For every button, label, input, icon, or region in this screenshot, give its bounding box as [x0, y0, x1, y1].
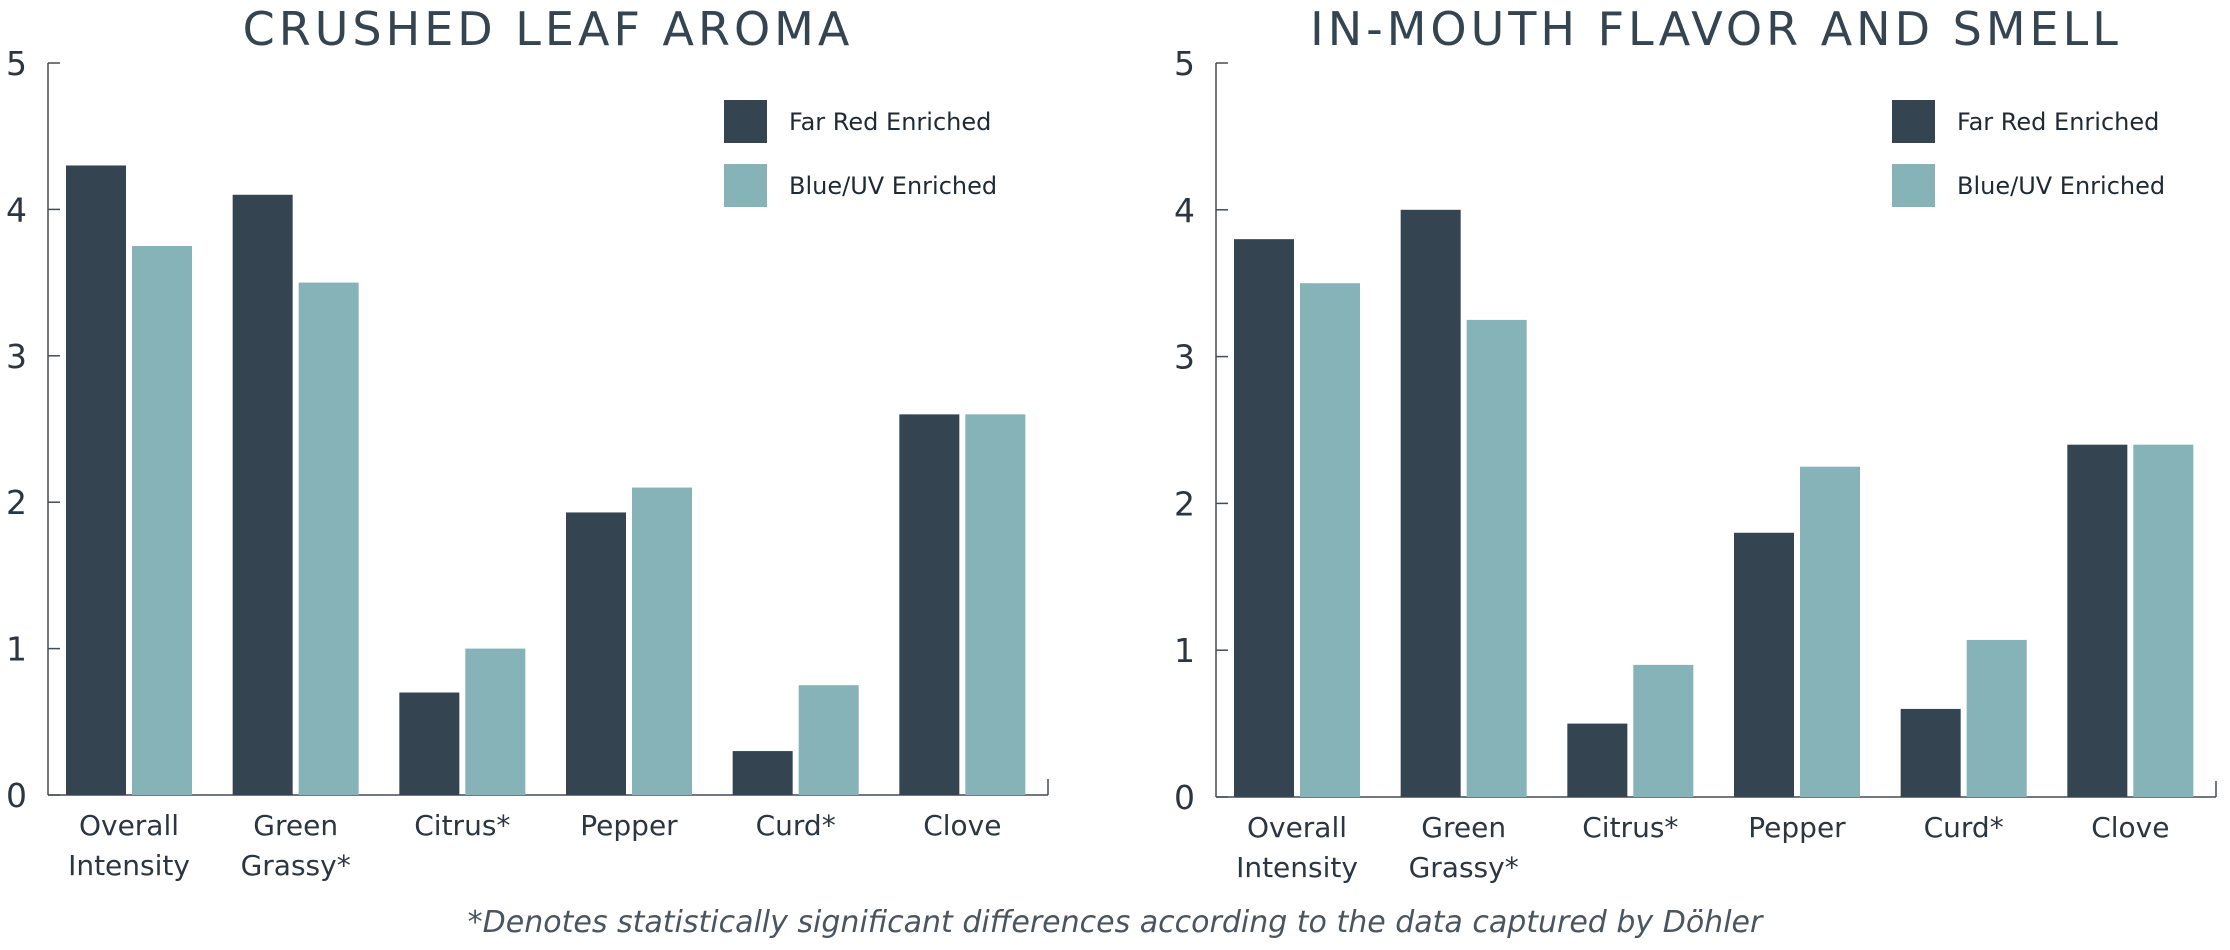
bar-citrus-blue-uv-enriched: [1633, 664, 1694, 797]
x-tick-label-green-grassy: Green Grassy*: [241, 809, 351, 882]
legend-swatch-far-red-enriched: [1892, 100, 1935, 143]
y-tick-label: 2: [6, 483, 27, 522]
y-tick-label: 0: [6, 776, 27, 815]
bar-green-grassy-blue-uv-enriched: [1466, 319, 1527, 797]
y-tick-label: 1: [1174, 631, 1195, 670]
x-tick-label-citrus: Citrus*: [414, 809, 510, 842]
x-tick-label-green-grassy: Green Grassy*: [1409, 811, 1519, 884]
x-tick-label-pepper: Pepper: [580, 809, 678, 842]
legend-swatch-blue-uv-enriched: [1892, 164, 1935, 207]
y-tick-label: 0: [1174, 778, 1195, 817]
chart-crushed-leaf-aroma: 0 1 2 3 4 5 Overall Intensity Green Grassy* Citrus…: [6, 44, 1049, 882]
x-tick-label-overall-intensity: Overall Intensity: [68, 809, 190, 882]
bar-pepper-far-red-enriched: [566, 512, 626, 795]
bar-pepper-far-red-enriched: [1734, 532, 1794, 797]
bar-green-grassy-blue-uv-enriched: [298, 282, 359, 796]
bar-citrus-far-red-enriched: [1567, 723, 1628, 797]
y-tick-label: 5: [1174, 44, 1195, 83]
chart-title-crushed-leaf-aroma: CRUSHED LEAF AROMA: [242, 2, 854, 56]
bar-overall-intensity-far-red-enriched: [1234, 239, 1294, 797]
y-tick-label: 4: [1174, 191, 1195, 230]
legend-label-far-red-enriched: Far Red Enriched: [789, 108, 991, 136]
bar-overall-intensity-blue-uv-enriched: [1300, 283, 1360, 797]
bar-clove-far-red-enriched: [2067, 444, 2128, 797]
chart-in-mouth-flavor: 0 1 2 3 4 5 Overall Intensity Green Grassy* Citrus…: [1174, 44, 2217, 884]
x-tick-label-curd: Curd*: [756, 809, 836, 842]
bar-overall-intensity-far-red-enriched: [66, 165, 126, 796]
bar-curd-far-red-enriched: [732, 751, 793, 795]
x-tick-label-overall-intensity: Overall Intensity: [1236, 811, 1358, 884]
y-tick-label: 5: [6, 44, 27, 83]
x-tick-label-clove: Clove: [2091, 811, 2169, 844]
bar-citrus-far-red-enriched: [399, 692, 460, 795]
y-tick-label: 4: [6, 190, 27, 229]
x-tick-label-citrus: Citrus*: [1582, 811, 1678, 844]
legend-label-blue-uv-enriched: Blue/UV Enriched: [1957, 172, 2165, 200]
chart-title-in-mouth-flavor: IN-MOUTH FLAVOR AND SMELL: [1310, 2, 2122, 56]
bar-clove-far-red-enriched: [899, 414, 960, 795]
bar-clove-blue-uv-enriched: [2133, 444, 2194, 797]
bar-pepper-blue-uv-enriched: [632, 487, 692, 795]
x-tick-label-curd: Curd*: [1924, 811, 2004, 844]
legend-swatch-blue-uv-enriched: [724, 164, 767, 207]
legend-label-far-red-enriched: Far Red Enriched: [1957, 108, 2159, 136]
bar-overall-intensity-blue-uv-enriched: [132, 246, 192, 795]
bar-clove-blue-uv-enriched: [965, 414, 1026, 795]
y-tick-label: 3: [1174, 338, 1195, 377]
bar-curd-blue-uv-enriched: [798, 685, 859, 795]
footnote: *Denotes statistically significant diffe…: [467, 905, 1763, 940]
y-tick-label: 1: [6, 630, 27, 669]
bar-curd-far-red-enriched: [1900, 708, 1961, 797]
bar-green-grassy-far-red-enriched: [232, 194, 293, 795]
legend-swatch-far-red-enriched: [724, 100, 767, 143]
bar-citrus-blue-uv-enriched: [465, 648, 526, 795]
legend-label-blue-uv-enriched: Blue/UV Enriched: [789, 172, 997, 200]
bar-green-grassy-far-red-enriched: [1400, 209, 1461, 798]
y-tick-label: 3: [6, 337, 27, 376]
bar-pepper-blue-uv-enriched: [1800, 466, 1860, 797]
y-tick-label: 2: [1174, 484, 1195, 523]
bar-curd-blue-uv-enriched: [1966, 639, 2027, 797]
x-tick-label-pepper: Pepper: [1748, 811, 1846, 844]
x-tick-label-clove: Clove: [923, 809, 1001, 842]
